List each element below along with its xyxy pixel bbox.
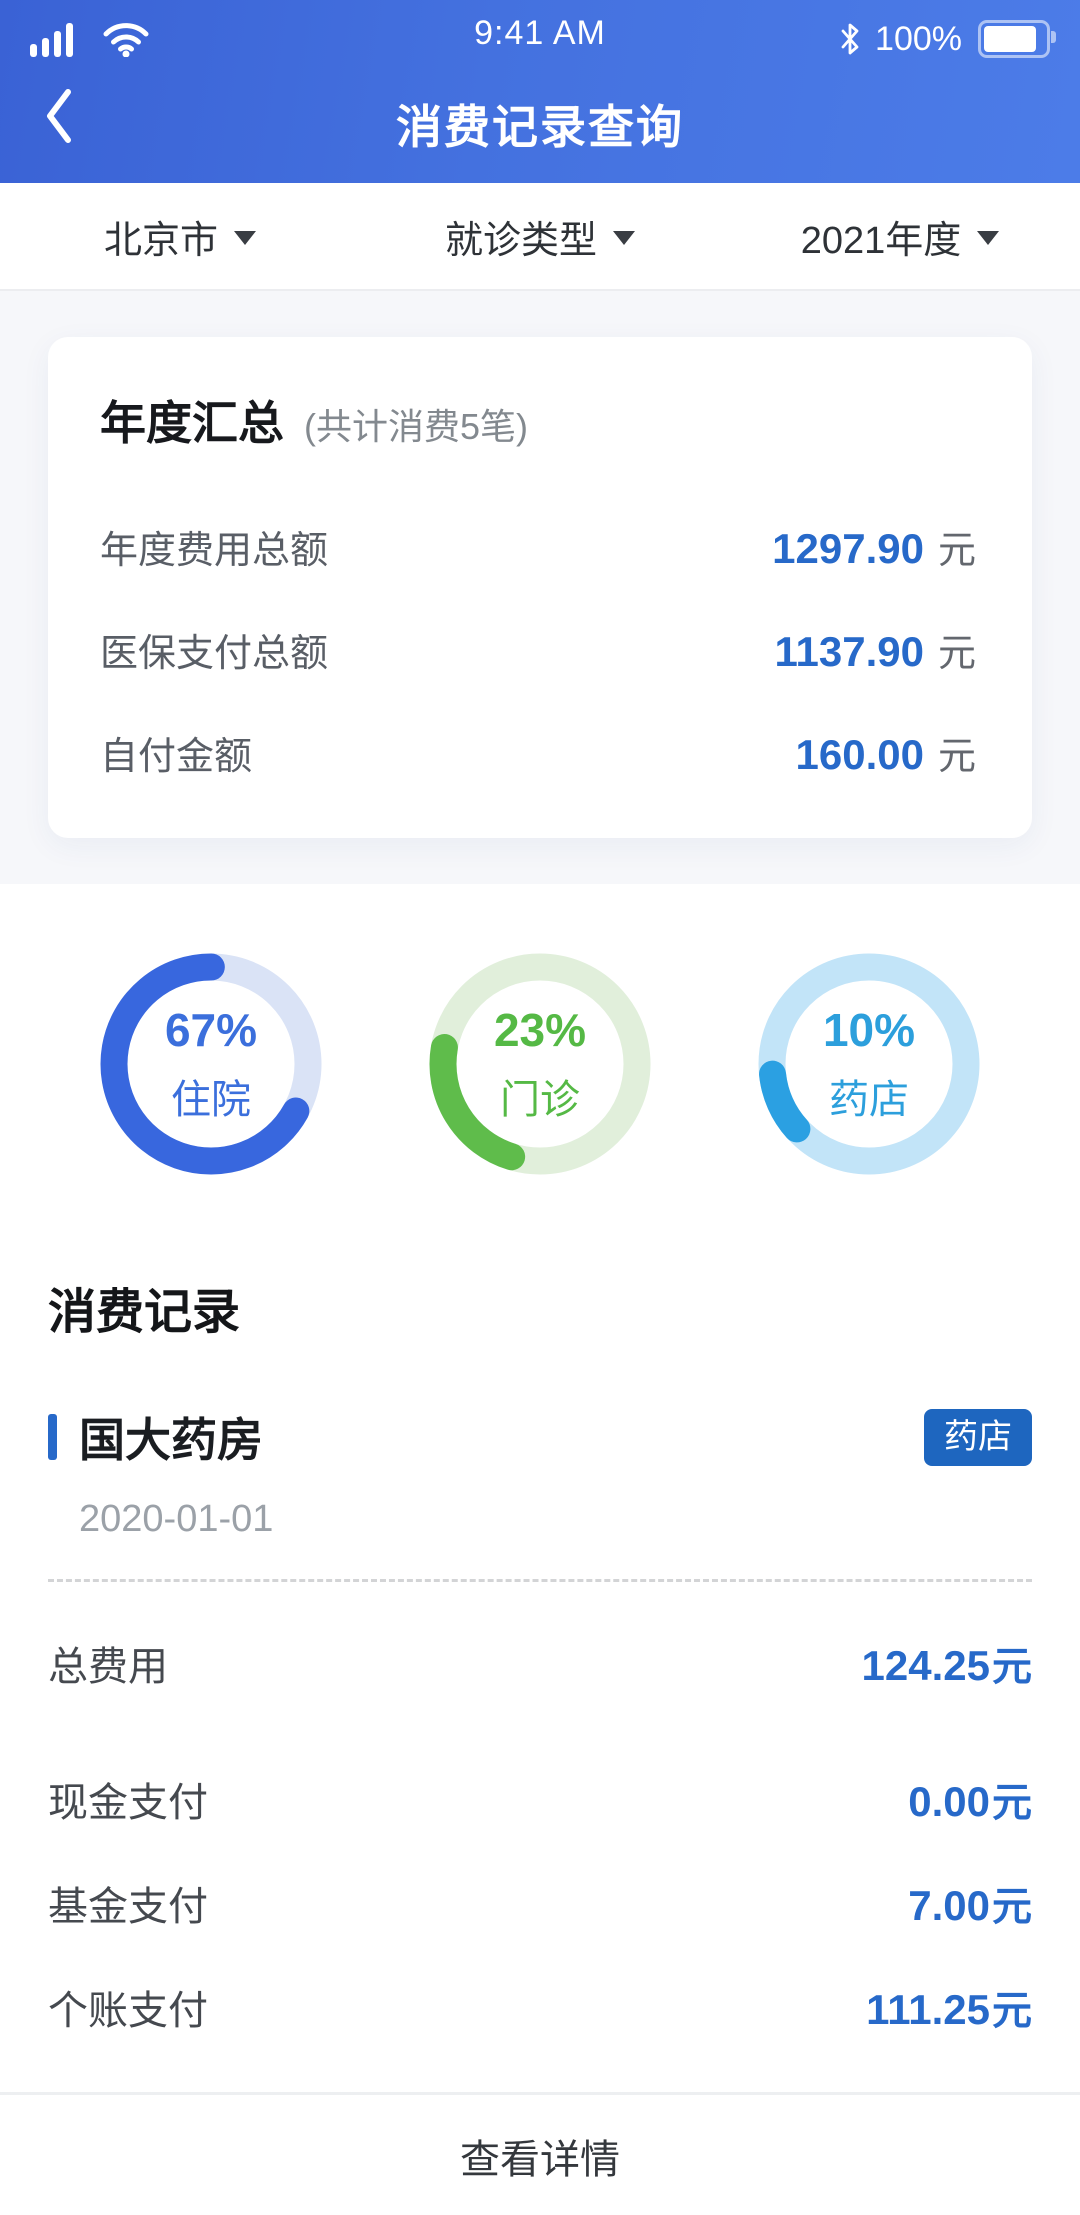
view-details-button[interactable]: 查看详情 [460,2138,620,2182]
summary-row-unit: 元 [937,633,976,675]
fee-value: 111.25 [866,1986,990,2033]
record-date: 2020-01-01 [79,1498,274,1540]
chevron-left-icon [47,89,71,143]
battery-percent: 100% [875,19,962,58]
annual-summary-card: 年度汇总 (共计消费5笔) 年度费用总额 1297.90 元 医保支付总额 11… [48,337,1032,838]
donut-pharmacy: 10% 药店 [751,946,987,1182]
donut-label: 药店 [829,1078,909,1122]
record-type-badge: 药店 [924,1408,1032,1466]
battery-icon [978,20,1056,58]
status-time: 9:41 AM [474,14,606,52]
bluetooth-icon [841,23,859,55]
record-item[interactable]: 国大药房 药店 2020-01-01 总费用 124.25 元 现金支付 0.0… [0,1404,1080,2215]
donut-percent: 10% [822,1004,916,1056]
donut-label: 门诊 [500,1078,580,1122]
fee-label: 个账支付 [48,1989,208,2033]
donut-percent: 67% [164,1004,258,1056]
fee-unit: 元 [992,1781,1032,1825]
filter-city-label: 北京市 [103,219,218,262]
fee-row-cash: 现金支付 0.00 元 [48,1770,1032,1828]
fee-row-fund: 基金支付 7.00 元 [48,1874,1032,1932]
summary-row-value: 1297.90 [772,525,924,572]
summary-section: 年度汇总 (共计消费5笔) 年度费用总额 1297.90 元 医保支付总额 11… [0,291,1080,884]
back-button[interactable] [40,76,100,156]
fee-value: 0.00 [908,1778,990,1825]
donut-label: 住院 [171,1078,251,1122]
summary-row-self-paid: 自付金额 160.00 元 [100,725,976,780]
category-donut-charts: 67% 住院 23% 门诊 10% 药店 [0,946,1080,1182]
fee-value: 7.00 [908,1882,990,1929]
summary-row-label: 自付金额 [100,736,253,778]
fee-unit: 元 [992,1989,1032,2033]
cellular-signal-icon [30,23,73,57]
app-header: 9:41 AM 100% 消费记录查询 [0,0,1080,183]
chevron-down-icon [977,231,1000,245]
wifi-icon [103,23,149,57]
record-merchant-name: 国大药房 [79,1414,263,1466]
summary-row-label: 年度费用总额 [100,530,329,572]
summary-row-unit: 元 [937,736,976,778]
nav-bar: 消费记录查询 [0,68,1080,180]
filter-year-label: 2021年度 [800,219,962,262]
summary-row-total-cost: 年度费用总额 1297.90 元 [100,519,976,574]
filter-bar: 北京市 就诊类型 2021年度 [0,183,1080,291]
fee-label: 总费用 [48,1645,168,1689]
donut-inpatient: 67% 住院 [93,946,329,1182]
summary-row-value: 1137.90 [774,628,924,675]
chevron-down-icon [234,231,256,245]
record-accent-bar [48,1414,57,1460]
summary-title: 年度汇总 [100,397,284,449]
summary-row-insurance-paid: 医保支付总额 1137.90 元 [100,622,976,677]
fee-label: 现金支付 [48,1781,208,1825]
summary-row-label: 医保支付总额 [100,633,329,675]
filter-visit-type-label: 就诊类型 [444,219,597,262]
summary-subtitle: (共计消费5笔) [304,406,528,447]
chevron-down-icon [613,231,635,245]
donut-percent: 23% [493,1004,587,1056]
donut-outpatient: 23% 门诊 [422,946,658,1182]
filter-city-dropdown[interactable]: 北京市 [0,183,360,289]
fee-label: 基金支付 [48,1885,208,1929]
fee-row-personal-account: 个账支付 111.25 元 [48,1978,1032,2036]
records-section-title: 消费记录 [48,1286,241,1339]
filter-year-dropdown[interactable]: 2021年度 [720,183,1080,289]
dashed-divider [48,1579,1032,1582]
status-bar: 9:41 AM 100% [0,0,1080,68]
fee-value: 124.25 [861,1642,990,1689]
fee-unit: 元 [992,1885,1032,1929]
summary-row-value: 160.00 [795,731,924,778]
fee-unit: 元 [992,1645,1032,1689]
page-title: 消费记录查询 [396,101,684,153]
fee-row-total: 总费用 124.25 元 [48,1634,1032,1692]
summary-row-unit: 元 [937,530,976,572]
filter-visit-type-dropdown[interactable]: 就诊类型 [360,183,720,289]
